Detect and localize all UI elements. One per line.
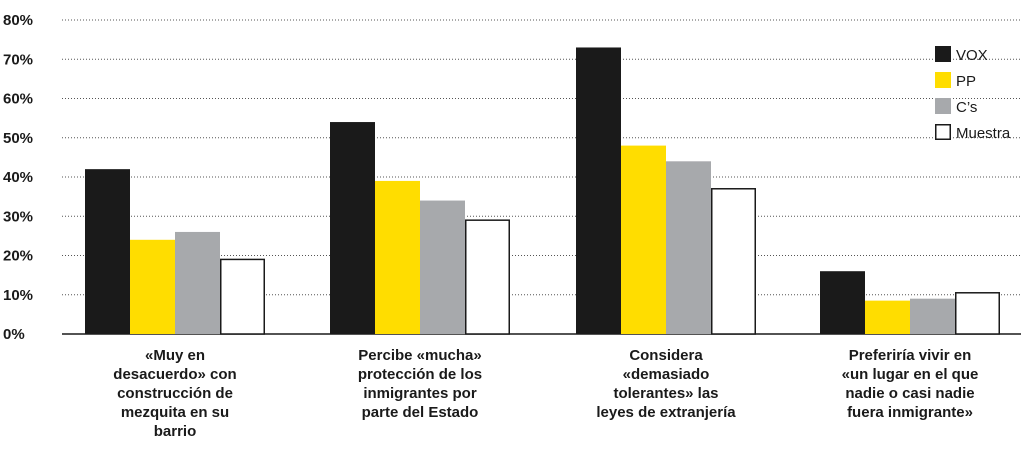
legend-label: C’s bbox=[956, 99, 977, 116]
y-tick-label: 20% bbox=[3, 248, 33, 265]
legend-swatch bbox=[935, 98, 951, 114]
bar-muestra bbox=[955, 292, 1000, 335]
bar-muestra bbox=[465, 219, 510, 335]
x-category-label: Preferiría vivir en «un lugar en el que … bbox=[841, 347, 979, 421]
bar-c-s bbox=[175, 231, 220, 334]
bar-c-s bbox=[420, 200, 465, 334]
y-tick-label: 70% bbox=[3, 51, 33, 68]
y-tick-label: 10% bbox=[3, 287, 33, 304]
y-tick-label: 80% bbox=[3, 12, 33, 29]
y-tick-label: 50% bbox=[3, 130, 33, 147]
y-tick-label: 60% bbox=[3, 91, 33, 108]
legend-swatch bbox=[935, 72, 951, 88]
bar-c-s bbox=[666, 161, 711, 334]
legend-swatch bbox=[935, 124, 951, 140]
bar-pp bbox=[621, 145, 666, 334]
legend-label: Muestra bbox=[956, 125, 1011, 142]
legend-label: PP bbox=[956, 73, 976, 90]
x-category-label: Percibe «mucha» protección de los inmigr… bbox=[357, 347, 483, 421]
bar-chart: 0% 10% 20% 30% 40% 50% 60% 70% 80% VOX PP C’s Muest… bbox=[3, 12, 1021, 343]
bar-vox bbox=[330, 122, 375, 334]
bars bbox=[85, 47, 1000, 335]
y-tick-label: 40% bbox=[3, 169, 33, 186]
y-axis-ticks: 0% 10% 20% 30% 40% 50% 60% 70% 80% bbox=[3, 12, 33, 343]
bar-muestra bbox=[711, 188, 756, 335]
x-category-label: Considera «demasiado tolerantes» las ley… bbox=[596, 347, 736, 421]
bar-pp bbox=[865, 300, 910, 334]
bar-vox bbox=[576, 47, 621, 334]
legend-swatch bbox=[935, 46, 951, 62]
y-tick-label: 0% bbox=[3, 326, 25, 343]
bar-pp bbox=[375, 180, 420, 334]
legend-label: VOX bbox=[956, 47, 988, 64]
x-category-label: «Muy en desacuerdo» con construcción de … bbox=[113, 347, 237, 440]
bar-vox bbox=[820, 271, 865, 334]
bar-muestra bbox=[220, 258, 265, 335]
y-tick-label: 30% bbox=[3, 208, 33, 225]
bar-pp bbox=[130, 239, 175, 334]
bar-vox bbox=[85, 169, 130, 334]
legend: VOX PP C’s Muestra bbox=[935, 46, 1011, 142]
bar-c-s bbox=[910, 298, 955, 334]
